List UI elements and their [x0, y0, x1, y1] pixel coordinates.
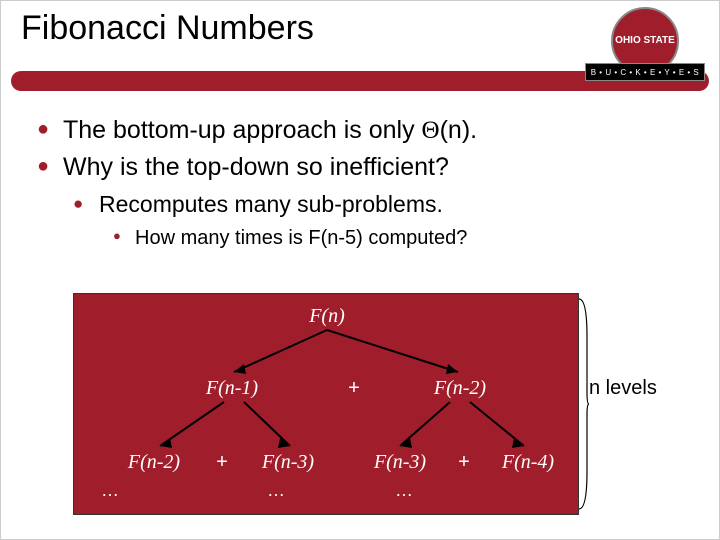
tree-l2-p2: +	[458, 451, 470, 473]
recursion-tree-panel: F(n) F(n-1) + F(n-2) F(n-2) + F(n-3) F(n…	[73, 293, 579, 515]
bullet-1-text-a: The bottom-up approach is only	[63, 116, 422, 144]
bullet-3: Recomputes many sub-problems. How many t…	[73, 190, 689, 252]
logo-banner-text: B • U • C • K • E • Y • E • S	[591, 68, 700, 77]
bullet-1: The bottom-up approach is only Θ(n).	[37, 115, 689, 146]
tree-l1-plus: +	[348, 377, 360, 399]
tree-l1-right: F(n-2)	[433, 377, 487, 399]
tree-l2-p1: +	[216, 451, 228, 473]
bullet-1-text-b: (n).	[440, 116, 478, 144]
slide: Fibonacci Numbers OHIO STATE B • U • C •…	[0, 0, 720, 540]
tree-l2-b: F(n-3)	[261, 451, 315, 473]
body: The bottom-up approach is only Θ(n). Why…	[1, 91, 719, 251]
ohio-state-logo: OHIO STATE B • U • C • K • E • Y • E • S	[585, 7, 705, 85]
bullet-list: The bottom-up approach is only Θ(n). Why…	[37, 115, 689, 251]
levels-label: n levels	[589, 377, 657, 400]
recursion-tree: F(n) F(n-1) + F(n-2) F(n-2) + F(n-3) F(n…	[74, 294, 580, 516]
levels-bracket	[579, 297, 589, 511]
tree-l2-a: F(n-2)	[127, 451, 181, 473]
theta-symbol: Θ	[422, 117, 440, 144]
bullet-3-text: Recomputes many sub-problems.	[99, 191, 443, 217]
tree-l2-d: F(n-4)	[501, 451, 555, 473]
bullet-4-text: How many times is F(n-5) computed?	[135, 227, 467, 249]
tree-root: F(n)	[308, 305, 345, 327]
tree-dots-1: …	[101, 480, 119, 500]
bullet-2: Why is the top-down so inefficient? Reco…	[37, 152, 689, 251]
header: Fibonacci Numbers OHIO STATE B • U • C •…	[1, 1, 719, 91]
tree-l1-left: F(n-1)	[205, 377, 259, 399]
tree-l2-c: F(n-3)	[373, 451, 427, 473]
tree-dots-2: …	[267, 480, 285, 500]
logo-banner: B • U • C • K • E • Y • E • S	[585, 63, 705, 81]
bullet-4: How many times is F(n-5) computed?	[113, 225, 689, 251]
bullet-2-text: Why is the top-down so inefficient?	[63, 153, 449, 181]
logo-top-text: OHIO STATE	[615, 36, 675, 46]
tree-dots-3: …	[395, 480, 413, 500]
